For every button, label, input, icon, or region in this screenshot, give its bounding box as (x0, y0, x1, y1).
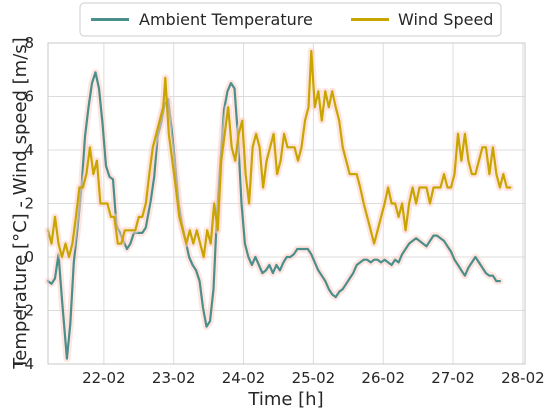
x-tick-label: 23-02 (152, 369, 196, 387)
y-tick-label: 8 (24, 34, 34, 52)
x-tick-label: 22-02 (82, 369, 126, 387)
y-tick-label: −2 (12, 302, 34, 320)
legend-label-wind-speed: Wind Speed (398, 10, 493, 29)
legend-label-ambient-temperature: Ambient Temperature (139, 10, 313, 29)
x-tick-label: 24-02 (222, 369, 266, 387)
y-axis-label: Temperature [°C] - Wind speed [m/s] (10, 37, 31, 369)
y-tick-label: 6 (24, 88, 34, 106)
x-tick-label: 26-02 (361, 369, 405, 387)
legend-box (79, 2, 502, 37)
series-halo-wind-speed (44, 47, 514, 261)
x-tick-labels: 22-02 23-02 24-02 25-02 26-02 27-02 28-02 (82, 369, 545, 387)
y-tick-label: −4 (12, 355, 34, 373)
x-tick-label: 25-02 (292, 369, 336, 387)
y-tick-label: 4 (24, 141, 34, 159)
x-axis-label: Time [h] (247, 389, 323, 410)
series-group (44, 47, 514, 363)
y-tick-labels: −4 −2 0 2 4 6 8 (12, 34, 34, 373)
legend: Ambient Temperature Wind Speed (79, 2, 502, 37)
series-line-wind-speed (46, 49, 512, 259)
x-tick-label: 28-02 (501, 369, 545, 387)
y-tick-label: 2 (24, 195, 34, 213)
y-tick-label: 0 (24, 248, 34, 266)
x-tick-label: 27-02 (431, 369, 475, 387)
plot-frame (47, 42, 526, 365)
